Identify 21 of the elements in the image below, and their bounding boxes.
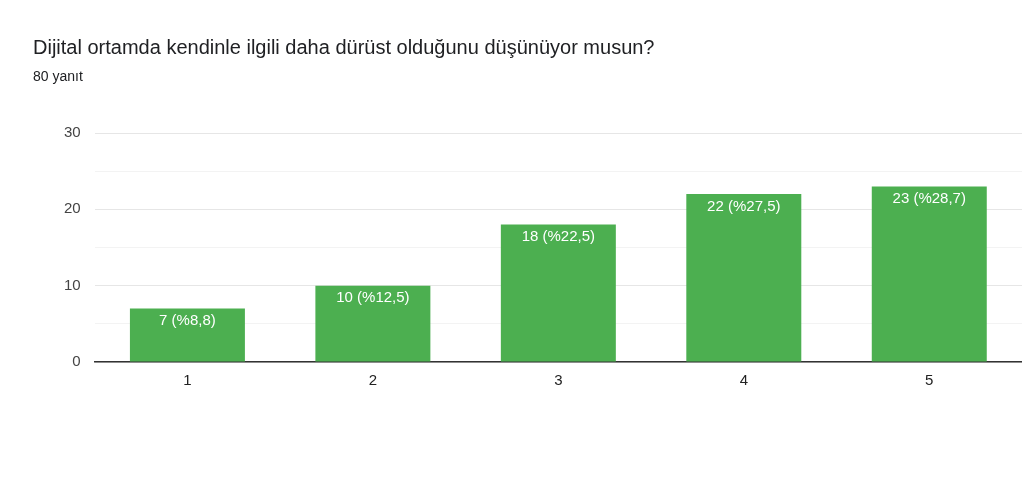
data-label: 18 (%22,5) <box>521 227 596 245</box>
x-tick-label: 2 <box>368 371 378 389</box>
bar <box>315 285 431 362</box>
bar <box>500 224 616 362</box>
chart-subtitle: 80 yanıt <box>33 68 83 84</box>
bar <box>686 194 802 362</box>
data-label: 22 (%27,5) <box>707 196 781 214</box>
bar <box>129 308 245 362</box>
x-tick-label: 4 <box>739 371 748 389</box>
y-tick-label: 0 <box>72 352 81 370</box>
x-tick-label: 1 <box>183 371 192 389</box>
data-label: 23 (%28,7) <box>892 189 966 207</box>
y-tick-label: 20 <box>64 199 81 217</box>
y-tick-label: 30 <box>64 123 81 141</box>
x-tick-label: 5 <box>925 371 934 389</box>
data-label: 7 (%8,8) <box>159 311 216 329</box>
y-tick-label: 10 <box>64 275 81 293</box>
chart-title: Dijital ortamda kendinle ilgili daha dürüst olduğunu düşünüyor musun? <box>33 36 655 59</box>
x-tick-label: 3 <box>554 371 563 389</box>
data-label: 10 (%12,5) <box>336 288 410 306</box>
bar <box>871 186 987 362</box>
